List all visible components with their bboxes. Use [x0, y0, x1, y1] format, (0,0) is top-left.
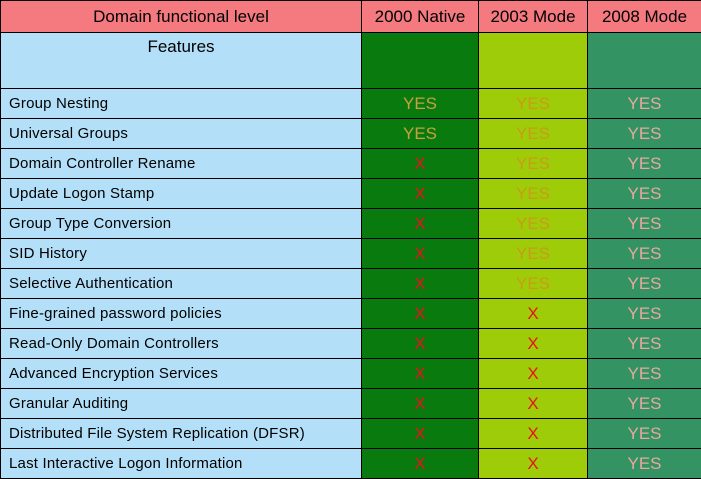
- feature-name: Last Interactive Logon Information: [1, 449, 362, 479]
- mode-2003-value: YES: [479, 179, 588, 209]
- feature-name: Group Nesting: [1, 89, 362, 119]
- features-header: Features: [1, 33, 362, 89]
- mode-2008-value: YES: [588, 389, 701, 419]
- feature-name: Granular Auditing: [1, 389, 362, 419]
- mode-2008-value: YES: [588, 359, 701, 389]
- mode-2003-value: X: [479, 389, 588, 419]
- mode-2000-value: X: [362, 239, 479, 269]
- mode-2000-value: X: [362, 419, 479, 449]
- mode-2008-value: YES: [588, 89, 701, 119]
- mode-2000-spacer: [362, 33, 479, 89]
- table-row: Distributed File System Replication (DFS…: [1, 419, 701, 449]
- mode-2003-value: X: [479, 359, 588, 389]
- feature-name: Update Logon Stamp: [1, 179, 362, 209]
- mode-2000-value: X: [362, 179, 479, 209]
- mode-2008-value: YES: [588, 179, 701, 209]
- mode-2008-header: 2008 Mode: [588, 1, 701, 33]
- header-row: Domain functional level 2000 Native 2003…: [1, 1, 701, 33]
- mode-2000-value: X: [362, 269, 479, 299]
- level-header: Domain functional level: [1, 1, 362, 33]
- mode-2000-value: X: [362, 389, 479, 419]
- mode-2000-value: X: [362, 209, 479, 239]
- mode-2008-value: YES: [588, 449, 701, 479]
- mode-2003-value: X: [479, 449, 588, 479]
- feature-name: Group Type Conversion: [1, 209, 362, 239]
- mode-2003-value: YES: [479, 89, 588, 119]
- mode-2003-value: YES: [479, 209, 588, 239]
- mode-2003-value: X: [479, 419, 588, 449]
- mode-2003-value: YES: [479, 269, 588, 299]
- mode-2000-value: X: [362, 299, 479, 329]
- mode-2000-value: YES: [362, 119, 479, 149]
- feature-name: Read-Only Domain Controllers: [1, 329, 362, 359]
- mode-2000-value: X: [362, 149, 479, 179]
- mode-2000-value: YES: [362, 89, 479, 119]
- mode-2003-value: X: [479, 329, 588, 359]
- feature-name: Fine-grained password policies: [1, 299, 362, 329]
- mode-2003-value: YES: [479, 149, 588, 179]
- feature-name: Distributed File System Replication (DFS…: [1, 419, 362, 449]
- mode-2008-spacer: [588, 33, 701, 89]
- feature-name: Selective Authentication: [1, 269, 362, 299]
- mode-2003-value: YES: [479, 119, 588, 149]
- mode-2008-value: YES: [588, 419, 701, 449]
- mode-2003-spacer: [479, 33, 588, 89]
- feature-name: Domain Controller Rename: [1, 149, 362, 179]
- mode-2008-value: YES: [588, 269, 701, 299]
- mode-2000-value: X: [362, 449, 479, 479]
- mode-2003-header: 2003 Mode: [479, 1, 588, 33]
- mode-2008-value: YES: [588, 239, 701, 269]
- mode-2000-header: 2000 Native: [362, 1, 479, 33]
- mode-2008-value: YES: [588, 149, 701, 179]
- features-header-row: Features: [1, 33, 701, 89]
- mode-2008-value: YES: [588, 209, 701, 239]
- mode-2003-value: X: [479, 299, 588, 329]
- mode-2008-value: YES: [588, 299, 701, 329]
- feature-name: SID History: [1, 239, 362, 269]
- mode-2008-value: YES: [588, 329, 701, 359]
- mode-2000-value: X: [362, 329, 479, 359]
- feature-name: Universal Groups: [1, 119, 362, 149]
- mode-2000-value: X: [362, 359, 479, 389]
- mode-2008-value: YES: [588, 119, 701, 149]
- feature-name: Advanced Encryption Services: [1, 359, 362, 389]
- mode-2003-value: YES: [479, 239, 588, 269]
